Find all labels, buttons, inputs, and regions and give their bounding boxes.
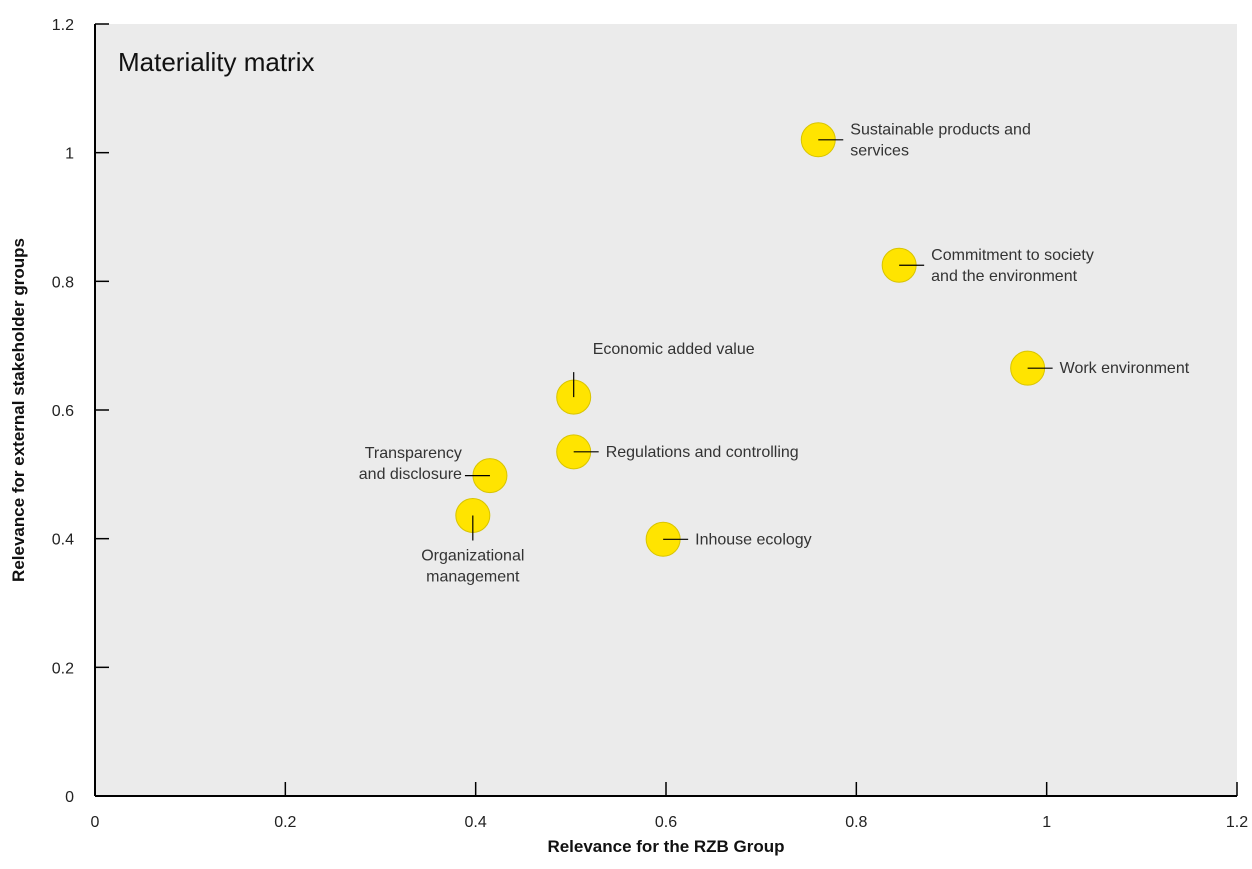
y-tick-label: 0.6 bbox=[52, 403, 74, 420]
point-label: and the environment bbox=[931, 268, 1077, 285]
data-point: Inhouse ecology bbox=[645, 521, 812, 557]
data-point: Commitment to society and the environment bbox=[881, 247, 1094, 285]
point-label: Inhouse ecology bbox=[695, 531, 812, 548]
y-axis-title: Relevance for external stakeholder group… bbox=[9, 238, 28, 582]
x-axis-ticks: 0 0.2 0.4 0.6 0.8 1 1.2 bbox=[91, 782, 1248, 831]
x-tick-label: 0.4 bbox=[465, 814, 487, 831]
y-tick-label: 0.4 bbox=[52, 532, 74, 549]
point-label: Transparency bbox=[365, 445, 462, 462]
point-label: Work environment bbox=[1060, 360, 1190, 377]
y-tick-label: 1.2 bbox=[52, 17, 74, 34]
point-label: Commitment to society bbox=[931, 247, 1094, 264]
data-points: Sustainable products and services Commitme… bbox=[359, 121, 1190, 585]
data-point: Economic added value bbox=[556, 341, 755, 415]
data-point: Work environment bbox=[1010, 350, 1190, 386]
x-tick-label: 0.2 bbox=[274, 814, 296, 831]
point-label: Organizational bbox=[421, 548, 524, 565]
chart-title: Materiality matrix bbox=[118, 47, 314, 77]
y-tick-label: 0.8 bbox=[52, 274, 74, 291]
data-point: Regulations and controlling bbox=[556, 434, 799, 470]
plot-area-background bbox=[95, 24, 1237, 796]
x-tick-label: 0.6 bbox=[655, 814, 677, 831]
x-tick-label: 0 bbox=[91, 814, 100, 831]
y-tick-label: 1 bbox=[65, 146, 74, 163]
point-label: management bbox=[426, 569, 520, 586]
data-point: Organizational management bbox=[421, 498, 524, 586]
data-point: Sustainable products and services bbox=[800, 121, 1031, 159]
y-tick-label: 0 bbox=[65, 789, 74, 806]
point-label: Economic added value bbox=[593, 341, 755, 358]
y-tick-label: 0.2 bbox=[52, 660, 74, 677]
point-label: and disclosure bbox=[359, 466, 462, 483]
x-axis-title: Relevance for the RZB Group bbox=[547, 837, 784, 856]
data-point: Transparency and disclosure bbox=[359, 445, 508, 494]
x-tick-label: 1 bbox=[1042, 814, 1051, 831]
point-label: Regulations and controlling bbox=[606, 444, 799, 461]
x-tick-label: 0.8 bbox=[845, 814, 867, 831]
x-tick-label: 1.2 bbox=[1226, 814, 1248, 831]
point-label: services bbox=[850, 142, 909, 159]
point-label: Sustainable products and bbox=[850, 121, 1031, 138]
y-axis-ticks: 0 0.2 0.4 0.6 0.8 1 1.2 bbox=[52, 17, 109, 806]
